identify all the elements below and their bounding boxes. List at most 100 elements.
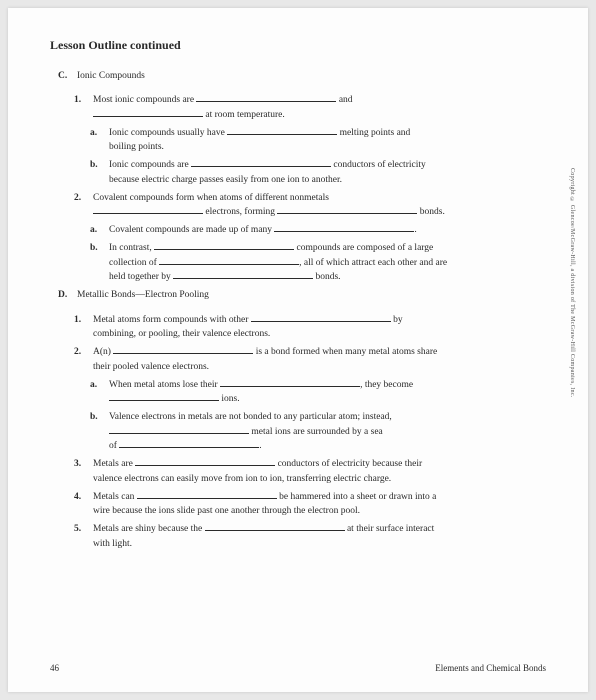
text-line: When metal atoms lose their , they becom… bbox=[109, 378, 546, 393]
item-body: Metals are shiny because the at their su… bbox=[93, 522, 546, 551]
text-line: of . bbox=[109, 439, 546, 454]
sub-item: a. When metal atoms lose their , they bec… bbox=[90, 378, 546, 407]
fill-blank[interactable] bbox=[220, 378, 360, 386]
item-number: 5. bbox=[74, 522, 88, 551]
copyright-vertical: Copyright © Glencoe/McGraw-Hill, a divis… bbox=[567, 168, 576, 398]
fill-blank[interactable] bbox=[173, 271, 313, 279]
item-body: Metal atoms form compounds with other by… bbox=[93, 313, 546, 342]
sub-letter: b. bbox=[90, 241, 104, 285]
fill-blank[interactable] bbox=[109, 426, 249, 434]
text-line: Metals can be hammered into a sheet or d… bbox=[93, 490, 546, 505]
fill-blank[interactable] bbox=[135, 458, 275, 466]
item-number: 2. bbox=[74, 345, 88, 374]
sub-list: a. Covalent compounds are made up of many… bbox=[90, 223, 546, 285]
worksheet-page: Lesson Outline continued C. Ionic Compoun… bbox=[8, 8, 588, 692]
sub-item: b. In contrast, compounds are composed of… bbox=[90, 241, 546, 285]
text-line: Covalent compounds form when atoms of di… bbox=[93, 191, 546, 206]
text-line: Valence electrons in metals are not bond… bbox=[109, 410, 546, 425]
chapter-title: Elements and Chemical Bonds bbox=[435, 662, 546, 676]
numbered-item: 3. Metals are conductors of electricity b… bbox=[74, 457, 546, 486]
text-line: electrons, forming bonds. bbox=[93, 205, 546, 220]
fill-blank[interactable] bbox=[159, 256, 299, 264]
fill-blank[interactable] bbox=[93, 109, 203, 117]
sub-item: a. Covalent compounds are made up of many… bbox=[90, 223, 546, 238]
numbered-item: 5. Metals are shiny because the at their … bbox=[74, 522, 546, 551]
page-footer: 46 Elements and Chemical Bonds bbox=[50, 662, 546, 676]
text-line: with light. bbox=[93, 537, 546, 552]
sub-letter: a. bbox=[90, 223, 104, 238]
fill-blank[interactable] bbox=[109, 393, 219, 401]
sub-body: Valence electrons in metals are not bond… bbox=[109, 410, 546, 454]
text-line: boiling points. bbox=[109, 140, 546, 155]
text-line: ions. bbox=[109, 392, 546, 407]
text-line: A(n) is a bond formed when many metal at… bbox=[93, 345, 546, 360]
item-body: Metals can be hammered into a sheet or d… bbox=[93, 490, 546, 519]
text-line: their pooled valence electrons. bbox=[93, 360, 546, 375]
section-title: Ionic Compounds bbox=[77, 69, 145, 84]
item-body: Metals are conductors of electricity bec… bbox=[93, 457, 546, 486]
sub-body: When metal atoms lose their , they becom… bbox=[109, 378, 546, 407]
sub-body: Ionic compounds usually have melting poi… bbox=[109, 126, 546, 155]
section-title: Metallic Bonds—Electron Pooling bbox=[77, 288, 209, 303]
text-line: Metals are shiny because the at their su… bbox=[93, 522, 546, 537]
fill-blank[interactable] bbox=[196, 94, 336, 102]
numbered-list: 1.Most ionic compounds are and at room t… bbox=[74, 93, 546, 285]
item-number: 1. bbox=[74, 93, 88, 122]
text-line: metal ions are surrounded by a sea bbox=[109, 425, 546, 440]
sub-item: b. Ionic compounds are conductors of elec… bbox=[90, 158, 546, 187]
fill-blank[interactable] bbox=[227, 127, 337, 135]
fill-blank[interactable] bbox=[137, 491, 277, 499]
sub-letter: b. bbox=[90, 158, 104, 187]
text-line: held together by bonds. bbox=[109, 270, 546, 285]
sub-letter: b. bbox=[90, 410, 104, 454]
fill-blank[interactable] bbox=[205, 523, 345, 531]
item-body: A(n) is a bond formed when many metal at… bbox=[93, 345, 546, 374]
item-number: 4. bbox=[74, 490, 88, 519]
fill-blank[interactable] bbox=[93, 206, 203, 214]
text-line: Metal atoms form compounds with other by bbox=[93, 313, 546, 328]
fill-blank[interactable] bbox=[251, 314, 391, 322]
sub-body: In contrast, compounds are composed of a… bbox=[109, 241, 546, 285]
text-line: collection of , all of which attract eac… bbox=[109, 256, 546, 271]
item-number: 3. bbox=[74, 457, 88, 486]
fill-blank[interactable] bbox=[277, 206, 417, 214]
item-body: Most ionic compounds are and at room tem… bbox=[93, 93, 546, 122]
text-line: because electric charge passes easily fr… bbox=[109, 173, 546, 188]
text-line: In contrast, compounds are composed of a… bbox=[109, 241, 546, 256]
outline-body: C.Ionic Compounds1.Most ionic compounds … bbox=[50, 69, 546, 552]
numbered-list: 1.Metal atoms form compounds with other … bbox=[74, 313, 546, 552]
sub-item: b. Valence electrons in metals are not bo… bbox=[90, 410, 546, 454]
sub-list: a. When metal atoms lose their , they bec… bbox=[90, 378, 546, 455]
text-line: at room temperature. bbox=[93, 108, 546, 123]
text-line: combining, or pooling, their valence ele… bbox=[93, 327, 546, 342]
section-heading: C. Ionic Compounds bbox=[58, 69, 546, 84]
item-number: 2. bbox=[74, 191, 88, 220]
text-line: Metals are conductors of electricity bec… bbox=[93, 457, 546, 472]
sub-letter: a. bbox=[90, 378, 104, 407]
fill-blank[interactable] bbox=[119, 440, 259, 448]
fill-blank[interactable] bbox=[191, 159, 331, 167]
text-line: Ionic compounds are conductors of electr… bbox=[109, 158, 546, 173]
numbered-item: 4. Metals can be hammered into a sheet or… bbox=[74, 490, 546, 519]
fill-blank[interactable] bbox=[154, 242, 294, 250]
page-title: Lesson Outline continued bbox=[50, 36, 546, 55]
text-line: Most ionic compounds are and bbox=[93, 93, 546, 108]
sub-list: a.Ionic compounds usually have melting p… bbox=[90, 126, 546, 188]
numbered-item: 2. A(n) is a bond formed when many metal … bbox=[74, 345, 546, 374]
text-line: Covalent compounds are made up of many . bbox=[109, 223, 546, 238]
text-line: valence electrons can easily move from i… bbox=[93, 472, 546, 487]
section-label: D. bbox=[58, 288, 72, 303]
text-line: wire because the ions slide past one ano… bbox=[93, 504, 546, 519]
fill-blank[interactable] bbox=[113, 346, 253, 354]
item-body: Covalent compounds form when atoms of di… bbox=[93, 191, 546, 220]
section-label: C. bbox=[58, 69, 72, 84]
item-number: 1. bbox=[74, 313, 88, 342]
numbered-item: 2. Covalent compounds form when atoms of … bbox=[74, 191, 546, 220]
sub-body: Ionic compounds are conductors of electr… bbox=[109, 158, 546, 187]
sub-body: Covalent compounds are made up of many . bbox=[109, 223, 546, 238]
fill-blank[interactable] bbox=[274, 224, 414, 232]
page-number: 46 bbox=[50, 662, 59, 676]
sub-letter: a. bbox=[90, 126, 104, 155]
numbered-item: 1.Metal atoms form compounds with other … bbox=[74, 313, 546, 342]
section-heading: D. Metallic Bonds—Electron Pooling bbox=[58, 288, 546, 303]
